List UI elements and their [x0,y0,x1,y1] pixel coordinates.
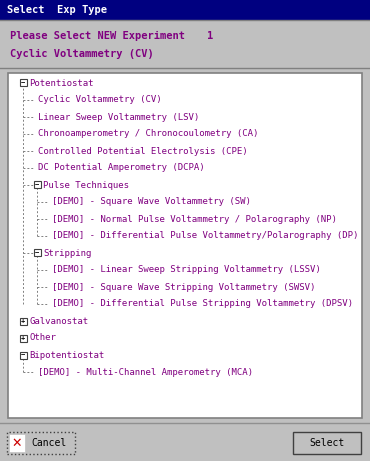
Bar [20,335,27,342]
Text: Pulse Techniques: Pulse Techniques [43,181,129,189]
Bar [34,182,40,189]
Bar [8,73,362,418]
Text: ✕: ✕ [12,437,22,449]
Text: −: − [35,250,39,256]
Bar [9,434,25,452]
Text: Controlled Potential Electrolysis (CPE): Controlled Potential Electrolysis (CPE) [38,147,248,155]
Text: 1: 1 [207,31,213,41]
Text: −: − [21,80,25,86]
Text: Cyclic Voltammetry (CV): Cyclic Voltammetry (CV) [10,49,154,59]
Bar [293,432,361,454]
Bar [20,351,27,359]
Text: [DEMO] - Differential Pulse Voltammetry/Polarography (DP): [DEMO] - Differential Pulse Voltammetry/… [52,231,359,241]
Text: +: + [21,335,25,341]
Bar [7,432,75,454]
Text: Stripping: Stripping [43,248,91,258]
Text: DC Potential Amperometry (DCPA): DC Potential Amperometry (DCPA) [38,164,205,172]
Text: +: + [21,318,25,324]
Text: Select: Select [309,438,344,448]
Bar [0,0,370,20]
Text: Linear Sweep Voltammetry (LSV): Linear Sweep Voltammetry (LSV) [38,112,199,122]
Text: Chronoamperometry / Chronocoulometry (CA): Chronoamperometry / Chronocoulometry (CA… [38,130,258,138]
Text: Other: Other [29,333,56,343]
Text: [DEMO] - Differential Pulse Stripping Voltammetry (DPSV): [DEMO] - Differential Pulse Stripping Vo… [52,300,353,308]
Bar [20,318,27,325]
Text: −: − [35,182,39,188]
Text: Cancel: Cancel [31,438,67,448]
Text: Potentiostat: Potentiostat [29,78,94,88]
Text: Please Select NEW Experiment: Please Select NEW Experiment [10,31,185,41]
Bar [0,423,370,461]
Text: Galvanostat: Galvanostat [29,317,88,325]
Bar [0,20,370,68]
Text: [DEMO] - Multi-Channel Amperometry (MCA): [DEMO] - Multi-Channel Amperometry (MCA) [38,367,253,377]
Text: −: − [21,352,25,358]
Text: [DEMO] - Square Wave Stripping Voltammetry (SWSV): [DEMO] - Square Wave Stripping Voltammet… [52,283,315,291]
Text: [DEMO] - Normal Pulse Voltammetry / Polarography (NP): [DEMO] - Normal Pulse Voltammetry / Pola… [52,214,337,224]
Bar [20,79,27,87]
Text: [DEMO] - Square Wave Voltammetry (SW): [DEMO] - Square Wave Voltammetry (SW) [52,197,251,207]
Text: Select  Exp Type: Select Exp Type [7,5,107,15]
Bar [34,249,40,256]
Text: Cyclic Voltammetry (CV): Cyclic Voltammetry (CV) [38,95,162,105]
Text: [DEMO] - Linear Sweep Stripping Voltammetry (LSSV): [DEMO] - Linear Sweep Stripping Voltamme… [52,266,321,274]
Text: Bipotentiostat: Bipotentiostat [29,350,104,360]
